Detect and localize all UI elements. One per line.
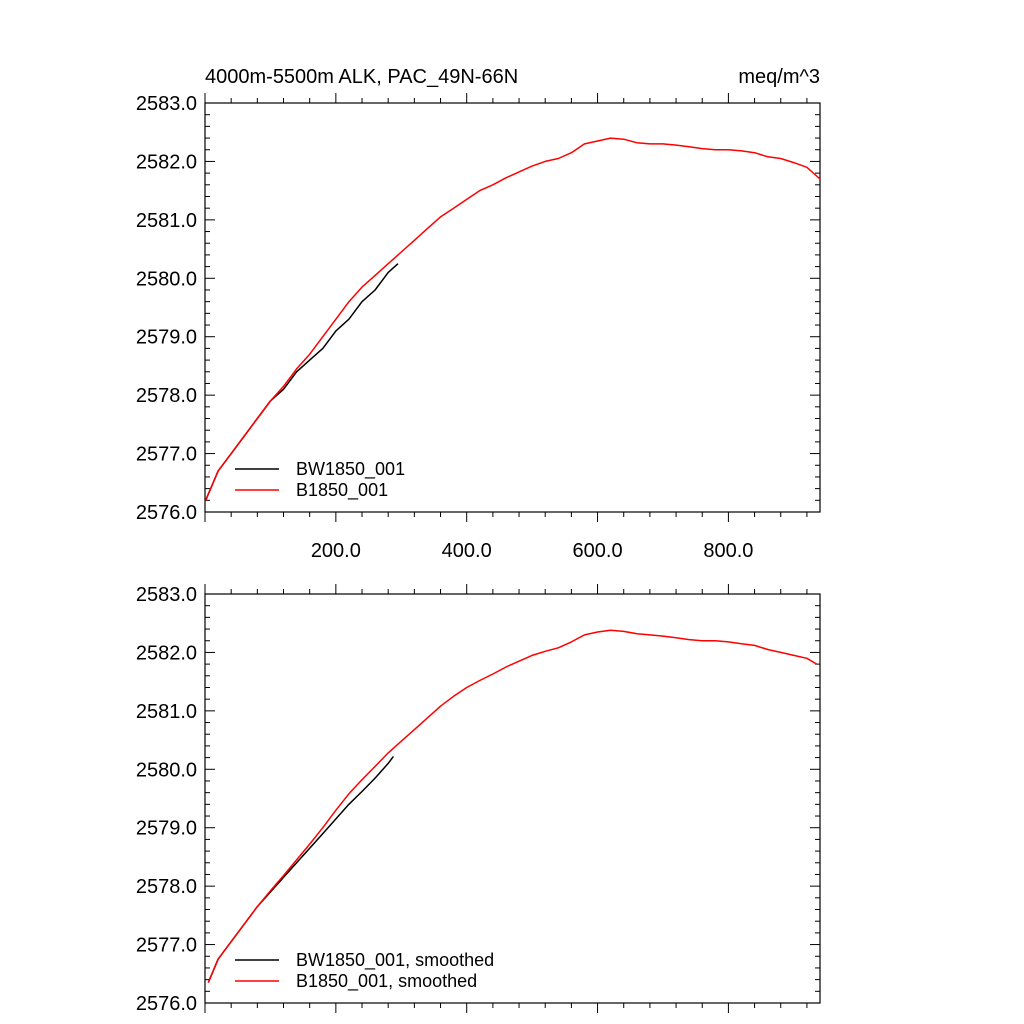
- tick-marks: [204, 93, 820, 522]
- y-tick-labels: 2576.0 2577.0 2578.0 2579.0 2580.0 2581.0 2582…: [136, 584, 197, 1015]
- x-tick-labels: 200.0 400.0 600.0 800.0: [311, 540, 754, 562]
- plot-frame: [204, 593, 821, 1004]
- y-tick-label: 2580.0: [136, 759, 197, 781]
- y-tick-label: 2577.0: [136, 935, 197, 957]
- y-tick-label: 2578.0: [136, 385, 197, 407]
- y-tick-label: 2576.0: [136, 502, 197, 524]
- y-tick-label: 2579.0: [136, 327, 197, 349]
- series-lines: [205, 137, 821, 501]
- bottom-panel: 2576.0 2577.0 2578.0 2579.0 2580.0 2581.0 2582…: [136, 584, 821, 1015]
- series-line: [207, 629, 818, 983]
- x-tick-label: 800.0: [703, 540, 753, 562]
- legend-label: BW1850_001, smoothed: [296, 950, 494, 971]
- y-tick-label: 2578.0: [136, 876, 197, 898]
- units-label: meq/m^3: [738, 66, 820, 88]
- tick-marks: [204, 584, 820, 1013]
- y-tick-label: 2580.0: [136, 268, 197, 290]
- legend-label: B1850_001: [296, 480, 388, 501]
- legend-label: BW1850_001: [296, 459, 405, 480]
- x-tick-label: 400.0: [442, 540, 492, 562]
- plot-frame: [204, 102, 821, 513]
- y-tick-labels: 2576.0 2577.0 2578.0 2579.0 2580.0 2581.0 2582…: [136, 93, 197, 524]
- series-line: [207, 755, 395, 983]
- series-lines: [207, 629, 818, 983]
- y-tick-label: 2583.0: [136, 584, 197, 606]
- y-tick-label: 2582.0: [136, 642, 197, 664]
- y-tick-label: 2581.0: [136, 210, 197, 232]
- y-tick-label: 2581.0: [136, 701, 197, 723]
- y-tick-label: 2583.0: [136, 93, 197, 115]
- series-line: [205, 137, 821, 501]
- x-tick-label: 600.0: [573, 540, 623, 562]
- y-tick-label: 2582.0: [136, 151, 197, 173]
- y-tick-label: 2577.0: [136, 444, 197, 466]
- y-tick-label: 2579.0: [136, 818, 197, 840]
- top-panel: 4000m-5500m ALK, PAC_49N-66N meq/m^3 257…: [136, 66, 821, 562]
- y-tick-label: 2576.0: [136, 993, 197, 1015]
- legend-label: B1850_001, smoothed: [296, 971, 477, 992]
- x-tick-label: 200.0: [311, 540, 361, 562]
- chart-title: 4000m-5500m ALK, PAC_49N-66N: [205, 66, 518, 88]
